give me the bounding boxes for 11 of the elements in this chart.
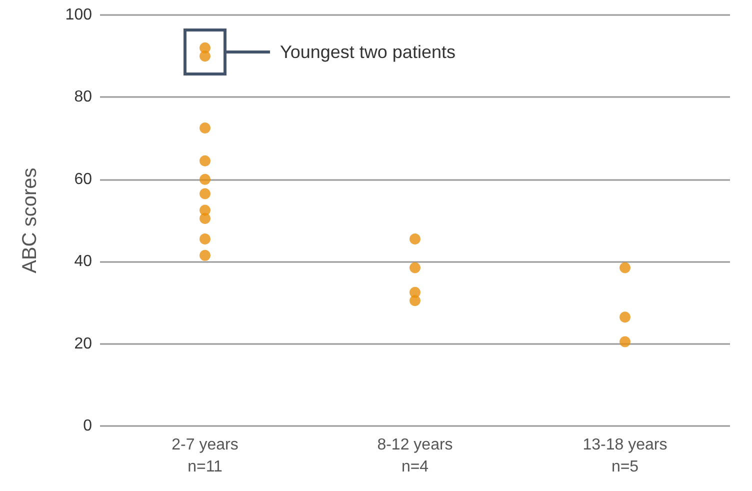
x-tick-label: 8-12 years n=4 <box>377 436 453 476</box>
x-tick-label: 13-18 years n=5 <box>582 436 668 476</box>
annotation: Youngest two patients <box>280 42 456 62</box>
y-tick-label: 20 <box>74 335 92 352</box>
y-tick-label: 0 <box>83 418 92 434</box>
x-tick-label: 2-7 years n=11 <box>172 436 238 476</box>
y-tick-label: 40 <box>74 253 92 270</box>
y-axis-title: ABC scores <box>19 168 41 274</box>
y-tick-label: 100 <box>65 6 92 24</box>
y-tick-label: 80 <box>74 88 92 106</box>
y-tick-label: 60 <box>74 170 92 188</box>
